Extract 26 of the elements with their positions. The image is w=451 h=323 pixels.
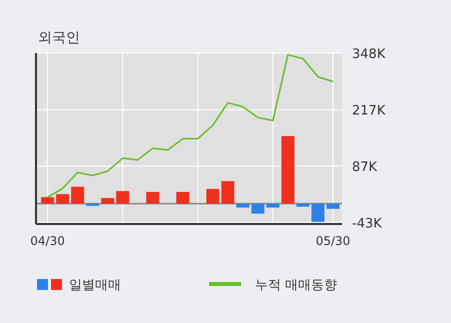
- bar: [326, 204, 340, 209]
- legend-label: 누적 매매동향: [255, 278, 338, 293]
- y-tick-label: 348K: [352, 47, 386, 62]
- bar: [266, 204, 280, 208]
- bar: [281, 136, 294, 204]
- bar: [146, 192, 160, 204]
- bar: [296, 204, 310, 207]
- y-tick-label: 217K: [352, 104, 386, 119]
- bar: [56, 194, 70, 204]
- bar: [311, 204, 324, 222]
- bar: [101, 198, 114, 204]
- bar: [236, 204, 250, 208]
- bar: [71, 186, 84, 204]
- x-tick-label: 04/30: [30, 234, 65, 248]
- bar: [41, 197, 54, 204]
- bar: [221, 181, 234, 204]
- bar: [116, 191, 130, 204]
- line-series: [46, 54, 334, 198]
- bar: [206, 188, 220, 204]
- y-tick-label: -43K: [352, 216, 382, 232]
- bar: [251, 204, 264, 214]
- bar: [176, 192, 190, 204]
- y-tick-label: 87K: [352, 160, 378, 175]
- x-tick-label: 05/30: [316, 234, 350, 248]
- chart-title: 외국인: [38, 30, 80, 46]
- legend-label: 일별매매: [69, 278, 121, 293]
